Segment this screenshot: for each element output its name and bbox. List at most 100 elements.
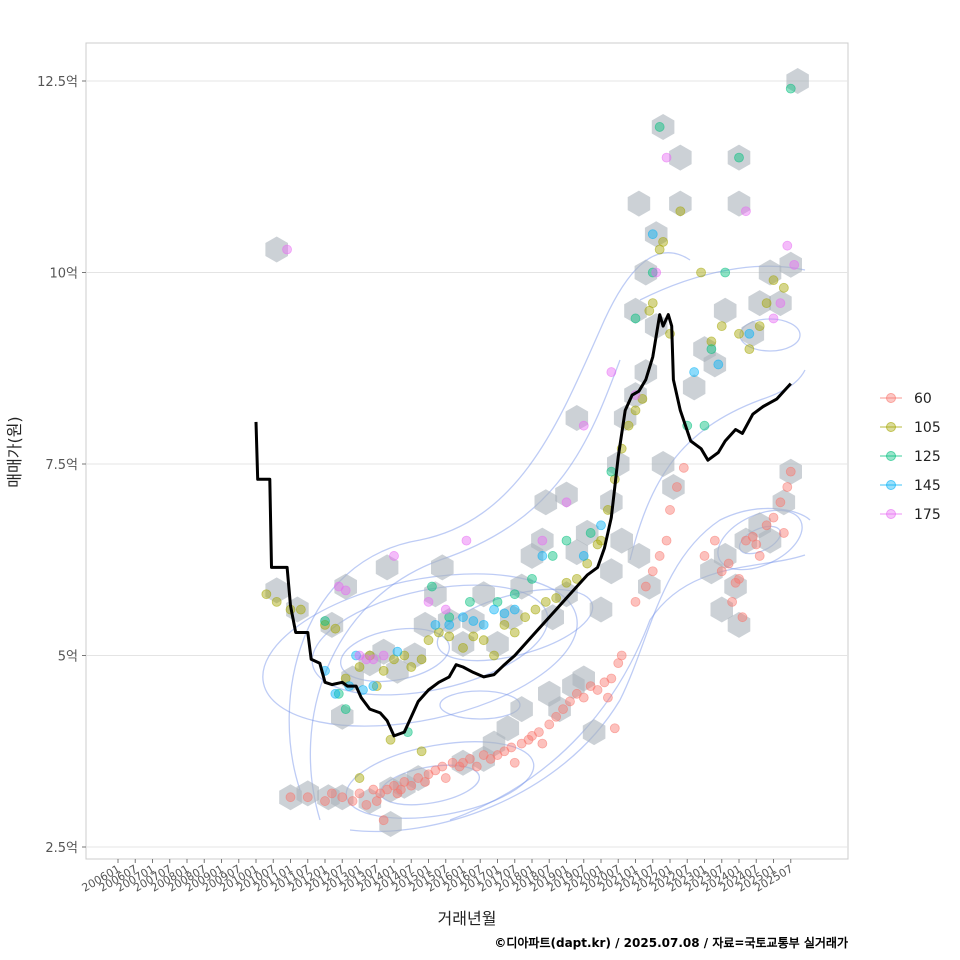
hexbin bbox=[334, 573, 357, 600]
data-point-175 bbox=[661, 152, 672, 163]
data-point-175 bbox=[768, 313, 779, 324]
legend: 60 105 125 145 175 bbox=[880, 391, 941, 523]
data-point-145 bbox=[713, 359, 724, 370]
data-point-105 bbox=[744, 344, 755, 355]
hexbin bbox=[651, 451, 675, 477]
data-point-60 bbox=[775, 497, 786, 508]
data-point-175 bbox=[789, 259, 800, 270]
legend-label: 145 bbox=[914, 478, 941, 494]
data-point-60 bbox=[661, 535, 672, 546]
data-point-60 bbox=[751, 539, 762, 550]
hexbin bbox=[500, 604, 523, 631]
data-point-60 bbox=[782, 482, 793, 492]
hexbin bbox=[624, 297, 647, 324]
hexbin bbox=[331, 784, 354, 811]
data-point-60 bbox=[699, 551, 710, 561]
hexbin bbox=[279, 784, 302, 811]
data-point-105 bbox=[571, 574, 582, 584]
hexbin bbox=[779, 251, 802, 278]
hexbin bbox=[534, 489, 558, 516]
legend-swatch bbox=[886, 422, 896, 432]
data-point-60 bbox=[640, 581, 651, 592]
data-point-60 bbox=[630, 596, 641, 607]
data-point-105 bbox=[330, 623, 341, 634]
data-point-60 bbox=[464, 754, 475, 764]
data-point-105 bbox=[478, 635, 489, 646]
data-point-105 bbox=[271, 596, 282, 607]
data-point-175 bbox=[782, 240, 793, 251]
hexbin bbox=[741, 320, 765, 347]
data-point-105 bbox=[647, 298, 658, 309]
data-point-60 bbox=[544, 719, 555, 730]
hexbin bbox=[555, 581, 578, 608]
data-point-60 bbox=[709, 535, 720, 546]
data-point-60 bbox=[730, 577, 741, 588]
data-point-145 bbox=[330, 688, 341, 699]
hexbin bbox=[724, 573, 747, 600]
hexbin bbox=[634, 259, 658, 286]
hexbin bbox=[331, 703, 354, 730]
data-point-105 bbox=[675, 206, 686, 217]
data-point-60 bbox=[592, 685, 603, 695]
hexbin bbox=[431, 554, 454, 581]
y-tick-label: 2.5억 bbox=[45, 841, 78, 856]
hexbin bbox=[769, 290, 792, 317]
data-point-145 bbox=[444, 619, 455, 630]
data-point-125 bbox=[720, 267, 731, 278]
y-tick-label: 5억 bbox=[58, 650, 78, 665]
data-point-105 bbox=[354, 662, 365, 672]
hexbin bbox=[669, 190, 692, 217]
data-point-125 bbox=[320, 616, 330, 626]
y-axis: 2.5억 5억 7.5억 10억 12.5억 bbox=[37, 75, 86, 856]
data-point-125 bbox=[561, 535, 572, 546]
hexbin bbox=[600, 558, 623, 585]
data-point-125 bbox=[340, 704, 351, 715]
hexbin bbox=[644, 221, 668, 248]
data-point-145 bbox=[537, 551, 548, 561]
data-point-60 bbox=[534, 727, 544, 737]
data-point-105 bbox=[468, 631, 479, 642]
hexbin bbox=[472, 581, 495, 608]
data-point-60 bbox=[737, 612, 748, 623]
data-point-60 bbox=[678, 462, 689, 473]
hexbin bbox=[451, 749, 475, 776]
hexbin bbox=[265, 577, 288, 604]
data-point-105 bbox=[761, 298, 772, 309]
hexbin bbox=[758, 259, 782, 286]
hexbin bbox=[406, 765, 430, 792]
data-point-105 bbox=[354, 773, 365, 783]
hexbin bbox=[589, 596, 613, 623]
data-point-105 bbox=[734, 328, 744, 339]
data-point-105 bbox=[716, 321, 727, 332]
data-point-60 bbox=[768, 512, 779, 523]
gridlines bbox=[86, 80, 848, 848]
data-point-60 bbox=[578, 692, 589, 703]
data-point-125 bbox=[706, 344, 717, 355]
data-point-60 bbox=[606, 673, 617, 684]
data-point-105 bbox=[530, 604, 541, 615]
data-point-125 bbox=[333, 688, 344, 699]
data-point-145 bbox=[392, 646, 403, 657]
data-point-175 bbox=[578, 420, 589, 431]
data-point-175 bbox=[606, 367, 617, 377]
data-point-105 bbox=[551, 593, 562, 603]
data-point-175 bbox=[361, 654, 372, 665]
data-point-60 bbox=[558, 704, 568, 715]
hexbin bbox=[627, 542, 651, 569]
hexbin bbox=[265, 236, 288, 263]
data-point-105 bbox=[706, 336, 717, 347]
y-tick-label: 12.5억 bbox=[37, 75, 78, 90]
data-point-125 bbox=[785, 83, 796, 94]
y-tick-label: 7.5억 bbox=[45, 458, 78, 473]
data-point-105 bbox=[768, 275, 779, 286]
data-point-60 bbox=[716, 566, 727, 577]
hexbin bbox=[638, 573, 661, 600]
data-point-105 bbox=[509, 627, 520, 638]
hexbin bbox=[379, 811, 402, 837]
legend-label: 125 bbox=[914, 449, 941, 465]
x-axis-title: 거래년월 bbox=[438, 909, 497, 928]
data-point-105 bbox=[489, 650, 499, 661]
data-point-60 bbox=[437, 761, 448, 772]
data-point-105 bbox=[623, 420, 634, 431]
